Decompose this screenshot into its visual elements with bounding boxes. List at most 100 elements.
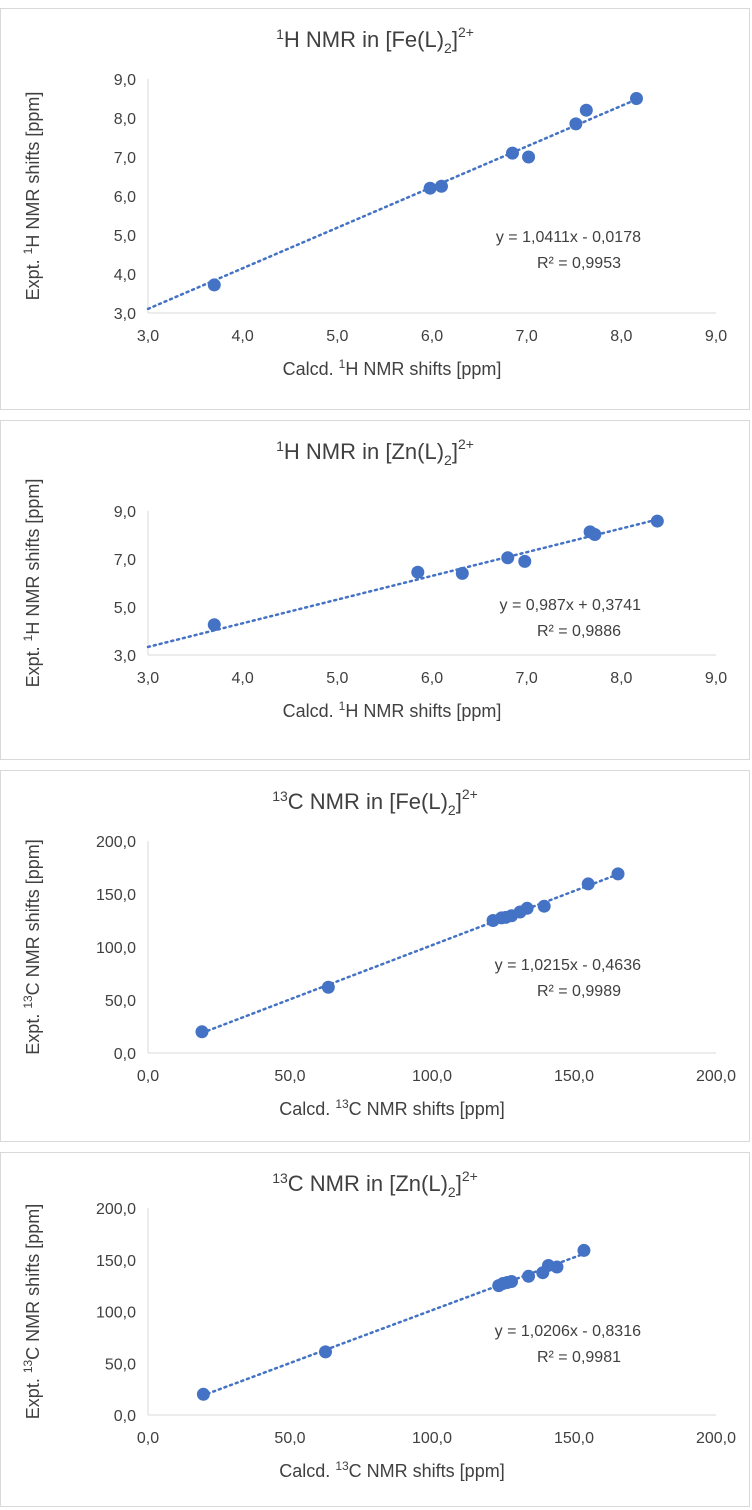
data-point — [505, 1274, 519, 1288]
x-tick-label: 0,0 — [137, 1068, 159, 1085]
data-point — [537, 899, 551, 913]
x-tick-label: 100,0 — [412, 1068, 452, 1085]
y-tick-label: 200,0 — [96, 1201, 136, 1218]
y-tick-label: 6,0 — [114, 189, 136, 206]
y-axis-label: Expt. 13C NMR shifts [ppm] — [21, 839, 43, 1054]
x-tick-label: 8,0 — [610, 328, 632, 345]
x-tick-label: 6,0 — [421, 670, 443, 687]
trendline — [146, 96, 642, 311]
data-point — [577, 1243, 591, 1257]
x-axis-label: Calcd. 13C NMR shifts [ppm] — [279, 1097, 504, 1119]
data-point — [520, 901, 534, 915]
trendline — [200, 871, 624, 1035]
chart-panel-3: 13C NMR in [Fe(L)2]2+ 0,0 50,0 100,0 150,0 20… — [0, 770, 750, 1142]
y-tick-label: 100,0 — [96, 1305, 136, 1322]
data-point — [411, 565, 425, 579]
x-tick-label: 5,0 — [326, 328, 348, 345]
r-squared-label: R² = 0,9886 — [537, 623, 621, 640]
data-point — [455, 566, 469, 580]
chart-title: 1H NMR in [Zn(L)2]2+ — [276, 436, 474, 468]
y-tick-label: 100,0 — [96, 940, 136, 957]
x-tick-label: 7,0 — [516, 670, 538, 687]
data-point — [522, 1269, 536, 1283]
x-axis-label: Calcd. 1H NMR shifts [ppm] — [283, 699, 502, 721]
x-tick-label: 0,0 — [137, 1430, 159, 1447]
x-tick-label: 200,0 — [696, 1068, 736, 1085]
data-point — [522, 150, 536, 164]
data-point — [501, 551, 515, 565]
chart-title: 13C NMR in [Zn(L)2]2+ — [272, 1168, 478, 1200]
data-point — [581, 877, 595, 891]
x-tick-label: 3,0 — [137, 328, 159, 345]
y-tick-label: 150,0 — [96, 1253, 136, 1270]
y-axis-label: Expt. 1H NMR shifts [ppm] — [21, 92, 43, 301]
x-tick-label: 50,0 — [274, 1430, 305, 1447]
y-tick-label: 8,0 — [114, 111, 136, 128]
x-tick-label: 8,0 — [610, 670, 632, 687]
data-point — [423, 181, 437, 195]
x-axis-label: Calcd. 1H NMR shifts [ppm] — [283, 357, 502, 379]
y-tick-label: 5,0 — [114, 600, 136, 617]
x-tick-label: 100,0 — [412, 1430, 452, 1447]
x-tick-label: 7,0 — [516, 328, 538, 345]
x-tick-label: 50,0 — [274, 1068, 305, 1085]
data-point — [207, 618, 221, 632]
scatter-chart-2: 1H NMR in [Zn(L)2]2+ 3,0 4,0 5,0 6,0 7,0 8,0 9,… — [21, 436, 727, 721]
r-squared-label: R² = 0,9989 — [537, 983, 621, 1000]
x-tick-label: 3,0 — [137, 670, 159, 687]
r-squared-label: R² = 0,9981 — [537, 1349, 621, 1366]
data-point — [196, 1387, 210, 1401]
x-axis-label: Calcd. 13C NMR shifts [ppm] — [279, 1459, 504, 1481]
x-tick-label: 4,0 — [232, 328, 254, 345]
x-tick-label: 150,0 — [554, 1068, 594, 1085]
trendline-equation: y = 0,987x + 0,3741 — [500, 597, 642, 614]
data-point — [319, 1345, 332, 1359]
trendline-equation: y = 1,0411x - 0,0178 — [496, 229, 641, 246]
y-tick-label: 4,0 — [114, 267, 136, 284]
trendline — [146, 517, 661, 649]
x-tick-label: 150,0 — [554, 1430, 594, 1447]
x-tick-label: 9,0 — [705, 328, 727, 345]
y-tick-label: 150,0 — [96, 887, 136, 904]
chart-title: 13C NMR in [Fe(L)2]2+ — [272, 786, 478, 818]
r-squared-label: R² = 0,9953 — [537, 255, 621, 272]
scatter-chart-3: 13C NMR in [Fe(L)2]2+ 0,0 50,0 100,0 150,0 20… — [21, 786, 736, 1119]
y-tick-label: 3,0 — [114, 306, 136, 323]
scatter-chart-4: 13C NMR in [Zn(L)2]2+ 0,0 50,0 100,0 150,0 20… — [21, 1168, 736, 1481]
trendline-equation: y = 1,0215x - 0,4636 — [495, 957, 641, 974]
x-tick-label: 5,0 — [326, 670, 348, 687]
y-tick-label: 50,0 — [105, 993, 136, 1010]
data-point — [505, 146, 519, 160]
y-axis-label: Expt. 1H NMR shifts [ppm] — [21, 479, 43, 688]
scatter-chart-1: 1H NMR in [Fe(L)2]2+ 3,0 4,0 5,0 6,0 7,0 8,0 9,… — [21, 24, 727, 379]
x-tick-label: 200,0 — [696, 1430, 736, 1447]
data-point — [195, 1025, 209, 1039]
y-tick-label: 3,0 — [114, 648, 136, 665]
x-tick-label: 6,0 — [421, 328, 443, 345]
data-point — [569, 117, 583, 131]
data-point — [650, 514, 664, 528]
y-tick-label: 9,0 — [114, 504, 136, 521]
data-point — [207, 278, 221, 292]
chart-panel-1: 1H NMR in [Fe(L)2]2+ 3,0 4,0 5,0 6,0 7,0 8,0 9,… — [0, 8, 750, 410]
data-point — [550, 1260, 564, 1274]
chart-title: 1H NMR in [Fe(L)2]2+ — [276, 24, 474, 56]
chart-panel-2: 1H NMR in [Zn(L)2]2+ 3,0 4,0 5,0 6,0 7,0 8,0 9,… — [0, 420, 750, 760]
data-point — [434, 179, 448, 193]
data-point — [588, 528, 602, 542]
x-tick-label: 4,0 — [232, 670, 254, 687]
y-tick-label: 9,0 — [114, 72, 136, 89]
y-axis-label: Expt. 13C NMR shifts [ppm] — [21, 1204, 43, 1419]
y-tick-label: 50,0 — [105, 1356, 136, 1373]
chart-panel-4: 13C NMR in [Zn(L)2]2+ 0,0 50,0 100,0 150,0 20… — [0, 1152, 750, 1507]
data-point — [579, 103, 593, 117]
data-point — [518, 554, 532, 568]
y-tick-label: 0,0 — [114, 1408, 136, 1425]
data-point — [629, 92, 643, 105]
y-tick-label: 7,0 — [114, 150, 136, 167]
trendline-equation: y = 1,0206x - 0,8316 — [495, 1323, 641, 1340]
y-tick-label: 200,0 — [96, 834, 136, 851]
y-tick-label: 5,0 — [114, 228, 136, 245]
data-point — [321, 980, 335, 994]
x-tick-label: 9,0 — [705, 670, 727, 687]
